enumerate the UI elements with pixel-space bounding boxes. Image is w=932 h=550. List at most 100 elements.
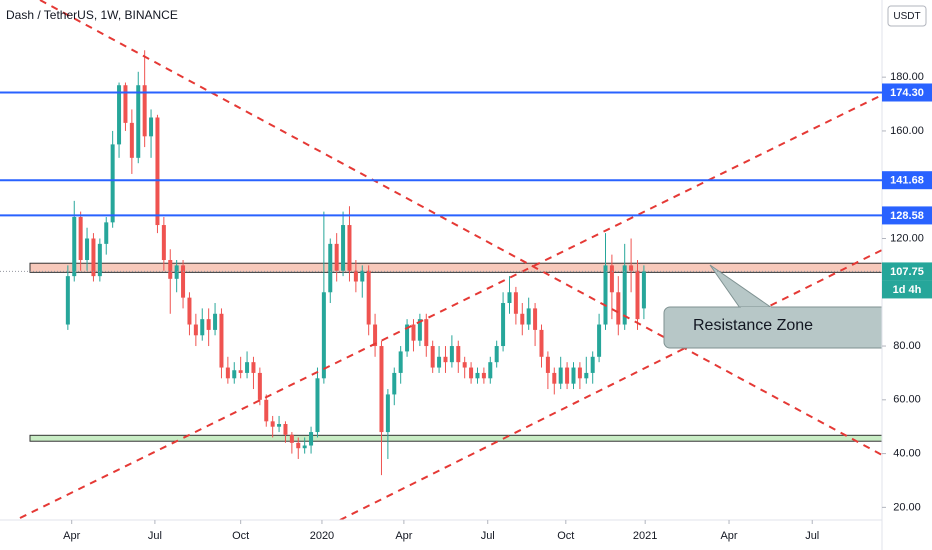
y-tick-label: 20.00 (893, 501, 921, 513)
candle-body (629, 265, 634, 271)
candle-body (334, 243, 339, 271)
candle-body (462, 362, 467, 368)
x-tick-label: Jul (148, 530, 162, 542)
countdown-tag (882, 280, 932, 299)
candle-body (584, 372, 589, 379)
candle-body (347, 225, 352, 271)
candle-body (597, 324, 602, 357)
y-tick-label: 60.00 (893, 394, 921, 406)
candle-body (123, 85, 128, 123)
candle-body (232, 370, 237, 379)
candle-body (424, 319, 429, 347)
countdown: 1d 4h (893, 284, 922, 296)
candle-body (622, 265, 627, 325)
chart-title: Dash / TetherUS, 1W, BINANCE (6, 8, 178, 22)
candle-body (321, 292, 326, 379)
last-price-label: 107.75 (890, 266, 924, 278)
candle-body (398, 351, 403, 373)
candle-body (411, 324, 416, 341)
x-tick-label: Apr (720, 530, 737, 542)
candle-body (181, 265, 186, 298)
callout: Resistance Zone (663, 264, 891, 349)
candle-body (283, 424, 288, 435)
candle-body (168, 260, 173, 279)
candle-body (526, 308, 531, 325)
candle-body (136, 85, 141, 158)
y-tick-label: 80.00 (893, 340, 921, 352)
candle-body (552, 372, 557, 384)
levels (0, 91, 882, 272)
level-tag (882, 83, 932, 102)
candle-body (206, 319, 211, 330)
candle-body (289, 434, 294, 443)
candle-body (360, 270, 365, 282)
candle-body (161, 225, 166, 260)
zone (29, 434, 883, 442)
candle-body (245, 362, 250, 373)
level-label: 141.68 (890, 175, 924, 187)
x-tick-label: Oct (557, 530, 574, 542)
candle-body (520, 313, 525, 325)
candle-body (251, 362, 256, 373)
candle-body (104, 222, 109, 244)
x-tick-label: Apr (395, 530, 412, 542)
candle-body (219, 313, 224, 368)
candle-body (437, 356, 442, 368)
candle-body (270, 421, 275, 427)
candles (65, 50, 646, 476)
candle-body (475, 372, 480, 379)
y-tick-label: 120.00 (890, 232, 924, 244)
candle-body (558, 367, 563, 384)
trendlines (19, 0, 932, 521)
candle-body (449, 346, 454, 363)
candle-body (309, 432, 314, 446)
candle-body (238, 370, 243, 373)
level-label: 174.30 (890, 87, 924, 99)
candle-body (110, 144, 115, 223)
candle-body (545, 356, 550, 373)
y-tick-label: 160.00 (890, 125, 924, 137)
candle-body (379, 346, 384, 433)
candle-body (481, 372, 486, 379)
candle-body (405, 324, 410, 352)
candle-body (302, 445, 307, 449)
candle-body (328, 243, 333, 293)
candle-body (590, 356, 595, 373)
candle-body (641, 271, 646, 309)
candle-body (65, 276, 70, 325)
candle-body (117, 85, 122, 145)
candle-body (417, 319, 422, 341)
candle-body (507, 292, 512, 304)
time-axis (0, 520, 882, 550)
candle-body (565, 367, 570, 384)
x-tick-label: Jul (805, 530, 819, 542)
candle-body (513, 292, 518, 314)
candle-body (443, 356, 448, 363)
candle-body (72, 216, 77, 277)
x-tick-label: Oct (232, 530, 249, 542)
currency-box (887, 5, 927, 27)
candle-body (353, 270, 358, 282)
candle-body (430, 346, 435, 368)
candle-body (366, 270, 371, 325)
candle-body (341, 225, 346, 271)
candle-body (213, 313, 218, 330)
candle-body (174, 265, 179, 279)
candle-body (609, 265, 614, 293)
candle-body (469, 367, 474, 379)
candle-body (129, 122, 134, 158)
candle-body (155, 117, 160, 226)
currency: USDT (893, 11, 920, 22)
candle-body (577, 367, 582, 379)
candle-body (296, 442, 301, 449)
candle-body (200, 319, 205, 336)
candle-body (603, 265, 608, 325)
candle-body (264, 399, 269, 422)
candle-body (225, 367, 230, 379)
candle-body (494, 346, 499, 363)
x-tick-label: Apr (63, 530, 80, 542)
candle-body (85, 238, 90, 260)
candle-body (193, 324, 198, 336)
axes: 174.30 141.68 128.58 20.00 40.00 60.00 80.00 12… (63, 71, 932, 542)
